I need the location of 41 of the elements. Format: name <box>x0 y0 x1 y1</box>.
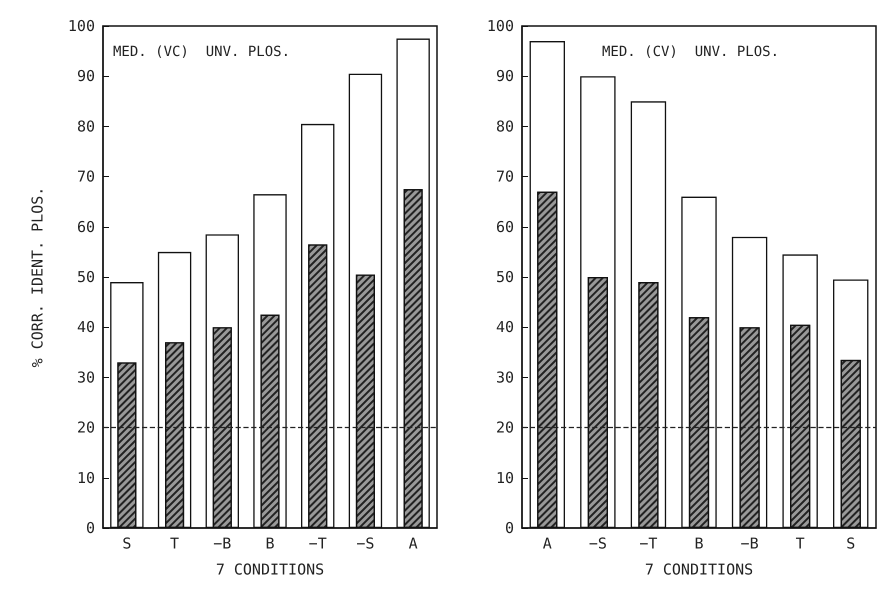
y-tick-label: 100 <box>68 17 95 35</box>
x-tick-label: S <box>846 534 856 552</box>
text: MED. (VC) UNV. PLOS. <box>113 44 290 60</box>
text: MED. (CV) UNV. PLOS. <box>602 44 780 60</box>
y-tick-label: 50 <box>76 268 95 286</box>
y-tick-label: 30 <box>76 368 95 386</box>
x-tick-label: A <box>542 534 552 552</box>
y-tick-label: 20 <box>76 418 95 437</box>
x-tick-label: −T <box>639 534 658 552</box>
x-tick-label: B <box>265 534 275 552</box>
x-tick-label: A <box>408 534 418 552</box>
y-tick-label: 80 <box>76 117 95 136</box>
y-tick-label: 50 <box>496 268 514 286</box>
x-tick-label: S <box>122 534 132 552</box>
y-tick-label: 70 <box>76 168 95 186</box>
x-tick-label: −S <box>356 534 374 552</box>
x-axis-title: 7 CONDITIONS <box>644 560 754 578</box>
x-axis-title: 7 CONDITIONS <box>216 560 324 578</box>
x-tick-label: T <box>170 534 180 552</box>
y-tick-label: 10 <box>76 468 95 487</box>
x-tick-label: −B <box>740 534 759 552</box>
y-tick-label: 30 <box>496 368 514 386</box>
x-tick-label: −S <box>588 534 607 552</box>
y-tick-label: 20 <box>496 418 514 437</box>
x-tick-label: B <box>694 534 704 552</box>
y-tick-label: 70 <box>496 168 514 186</box>
y-tick-label: 100 <box>486 17 514 35</box>
y-tick-label: 90 <box>76 67 95 86</box>
y-tick-label: 0 <box>504 519 514 537</box>
y-tick-label: 60 <box>76 218 95 236</box>
y-tick-label: 80 <box>496 117 514 136</box>
x-tick-label: −T <box>308 534 327 552</box>
y-tick-label: 0 <box>86 519 95 537</box>
y-tick-label: 40 <box>496 318 514 336</box>
y-tick-label: 40 <box>76 318 95 336</box>
y-tick-label: 10 <box>496 468 514 487</box>
x-tick-label: T <box>796 534 805 552</box>
y-tick-label: 90 <box>496 67 514 86</box>
y-tick-label: 60 <box>496 218 514 236</box>
y-axis-title: % CORR. IDENT. PLOS. <box>28 186 46 368</box>
x-tick-label: −B <box>213 534 232 552</box>
